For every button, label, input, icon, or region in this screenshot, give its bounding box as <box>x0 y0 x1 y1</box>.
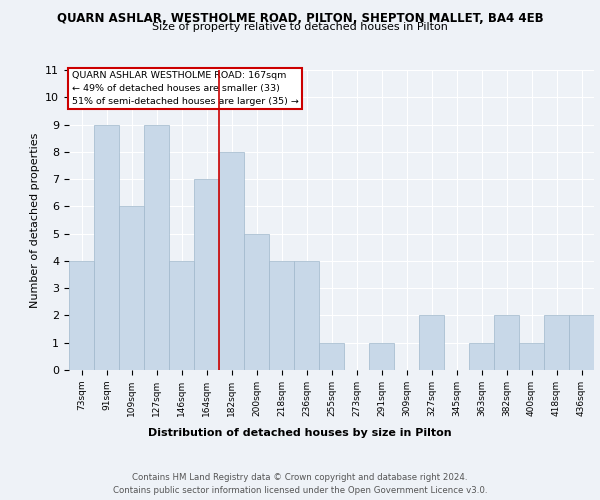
Bar <box>119 206 144 370</box>
Bar <box>244 234 269 370</box>
Y-axis label: Number of detached properties: Number of detached properties <box>30 132 40 308</box>
Bar <box>294 261 319 370</box>
Bar <box>194 179 219 370</box>
Bar <box>544 316 569 370</box>
Text: QUARN ASHLAR, WESTHOLME ROAD, PILTON, SHEPTON MALLET, BA4 4EB: QUARN ASHLAR, WESTHOLME ROAD, PILTON, SH… <box>56 12 544 26</box>
Text: Size of property relative to detached houses in Pilton: Size of property relative to detached ho… <box>152 22 448 32</box>
Text: Distribution of detached houses by size in Pilton: Distribution of detached houses by size … <box>148 428 452 438</box>
Bar <box>94 124 119 370</box>
Bar <box>219 152 244 370</box>
Bar <box>469 342 494 370</box>
Bar <box>494 316 519 370</box>
Bar <box>369 342 394 370</box>
Bar <box>319 342 344 370</box>
Text: QUARN ASHLAR WESTHOLME ROAD: 167sqm
← 49% of detached houses are smaller (33)
51: QUARN ASHLAR WESTHOLME ROAD: 167sqm ← 49… <box>71 72 299 106</box>
Bar <box>69 261 94 370</box>
Text: Contains HM Land Registry data © Crown copyright and database right 2024.
Contai: Contains HM Land Registry data © Crown c… <box>113 474 487 495</box>
Bar <box>569 316 594 370</box>
Bar <box>169 261 194 370</box>
Bar <box>419 316 444 370</box>
Bar <box>519 342 544 370</box>
Bar <box>269 261 294 370</box>
Bar <box>144 124 169 370</box>
